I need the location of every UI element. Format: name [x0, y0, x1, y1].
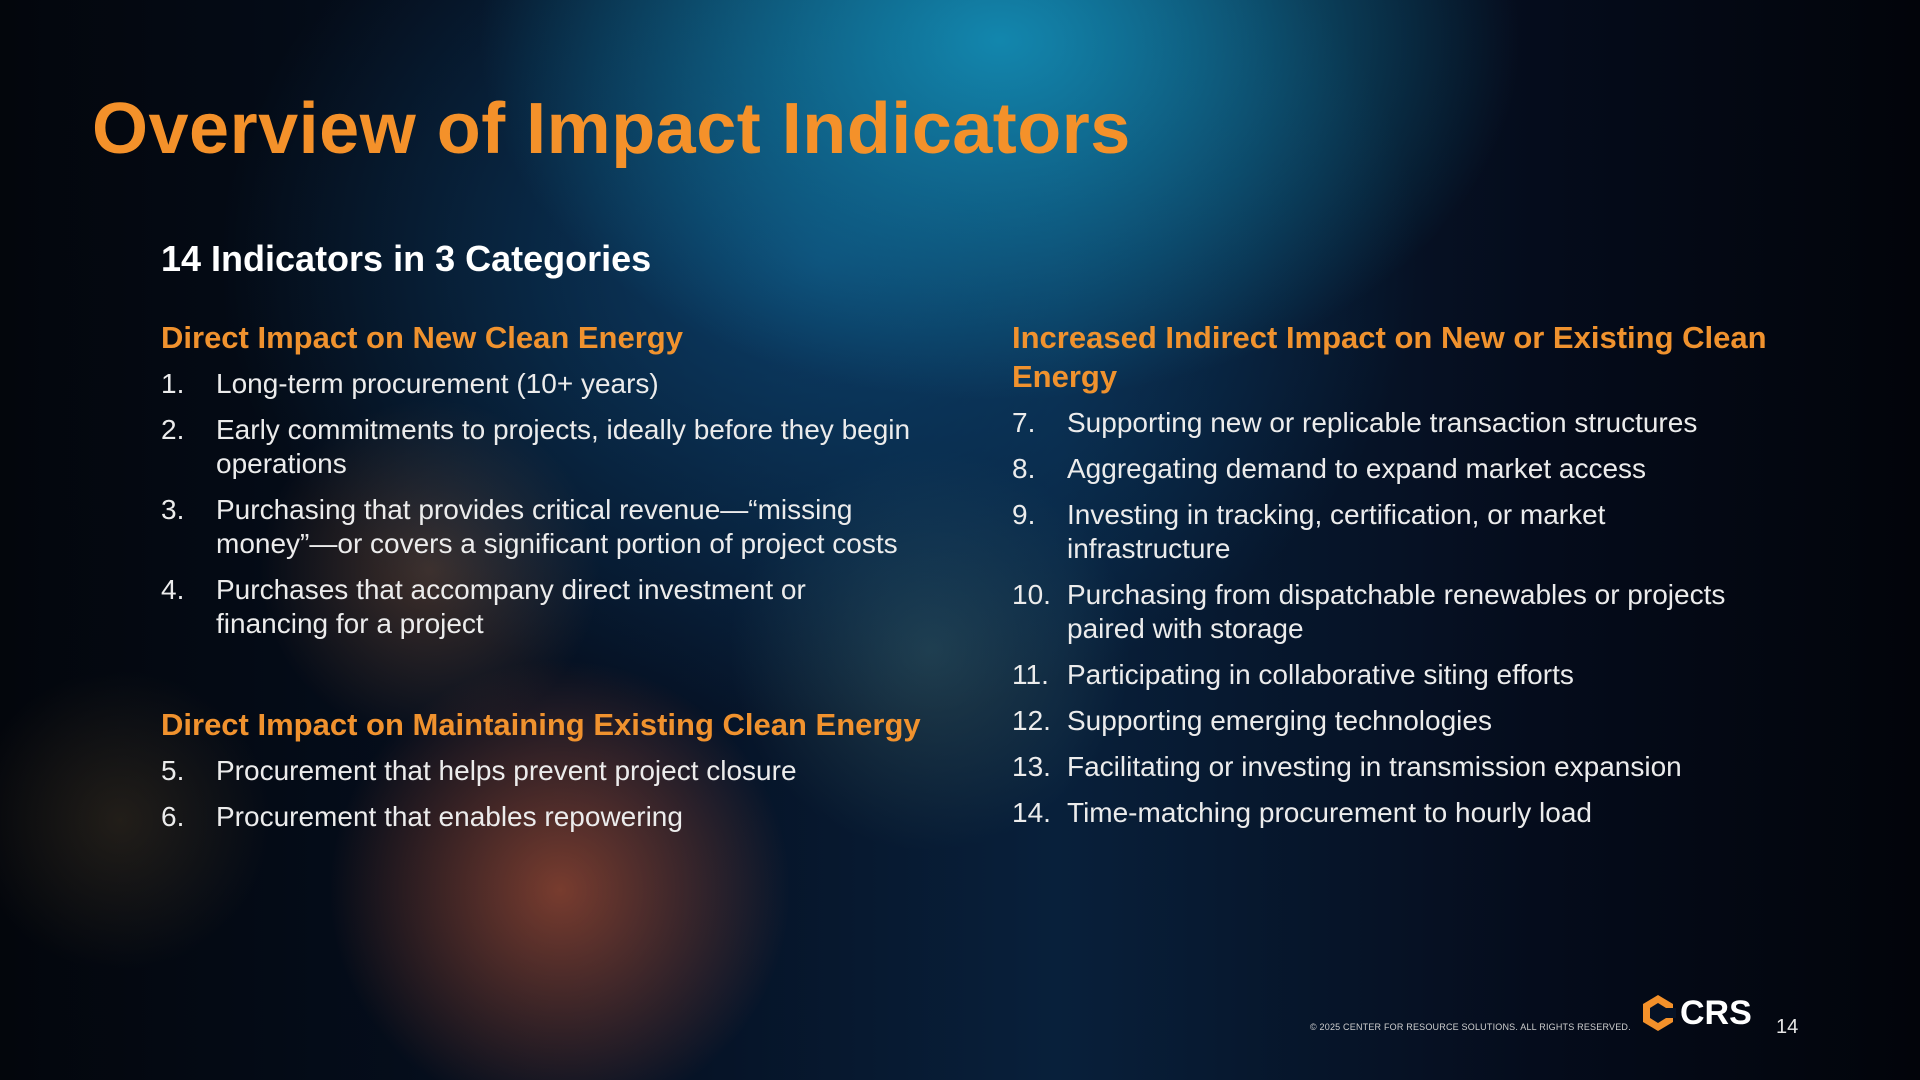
list-item: 3. Purchasing that provides critical reve… — [161, 493, 921, 561]
category-direct-existing: Direct Impact on Maintaining Existing Cl… — [161, 705, 921, 834]
list-item: 4. Purchases that accompany direct invest… — [161, 573, 921, 641]
item-number: 13. — [1012, 751, 1051, 782]
item-text: Early commitments to projects, ideally b… — [216, 414, 911, 479]
item-text: Time-matching procurement to hourly load — [1067, 797, 1592, 828]
list-item: 6. Procurement that enables repowering — [161, 800, 921, 834]
item-text: Supporting emerging technologies — [1067, 705, 1492, 736]
item-text: Supporting new or replicable transaction… — [1067, 407, 1698, 438]
crs-logo-icon — [1643, 995, 1676, 1031]
left-column: Direct Impact on New Clean Energy 1. Long… — [161, 318, 921, 846]
item-number: 9. — [1012, 499, 1036, 530]
item-text: Procurement that helps prevent project c… — [216, 755, 797, 786]
page-number: 14 — [1776, 1016, 1799, 1038]
category-indirect: Increased Indirect Impact on New or Exis… — [1012, 318, 1772, 830]
list-item: 1. Long-term procurement (10+ years) — [161, 367, 921, 401]
indicator-list: 1. Long-term procurement (10+ years) 2. Ea… — [161, 367, 921, 641]
category-title: Direct Impact on New Clean Energy — [161, 320, 683, 355]
item-text: Purchases that accompany direct investme… — [216, 574, 806, 639]
item-text: Procurement that enables repowering — [216, 801, 683, 832]
list-item: 10. Purchasing from dispatchable renewabl… — [1012, 578, 1772, 646]
right-column: Increased Indirect Impact on New or Exis… — [1012, 318, 1772, 842]
list-item: 13. Facilitating or investing in transmis… — [1012, 750, 1772, 784]
list-item: 5. Procurement that helps prevent project… — [161, 754, 921, 788]
category-title: Increased Indirect Impact on New or Exis… — [1012, 320, 1767, 394]
indicator-list: 7. Supporting new or replicable transacti… — [1012, 406, 1772, 830]
item-text: Facilitating or investing in transmissio… — [1067, 751, 1682, 782]
item-text: Purchasing that provides critical revenu… — [216, 494, 898, 559]
slide-subtitle: 14 Indicators in 3 Categories — [161, 238, 652, 279]
list-item: 7. Supporting new or replicable transacti… — [1012, 406, 1772, 440]
item-number: 7. — [1012, 407, 1036, 438]
item-number: 1. — [161, 368, 185, 399]
item-text: Aggregating demand to expand market acce… — [1067, 453, 1647, 484]
list-item: 12. Supporting emerging technologies — [1012, 704, 1772, 738]
item-text: Purchasing from dispatchable renewables … — [1067, 579, 1726, 644]
category-direct-new: Direct Impact on New Clean Energy 1. Long… — [161, 318, 921, 641]
item-number: 8. — [1012, 453, 1036, 484]
item-number: 2. — [161, 414, 185, 445]
list-item: 11. Participating in collaborative siting… — [1012, 658, 1772, 692]
item-text: Long-term procurement (10+ years) — [216, 368, 659, 399]
indicator-list: 5. Procurement that helps prevent project… — [161, 754, 921, 834]
item-text: Investing in tracking, certification, or… — [1067, 499, 1606, 564]
item-number: 10. — [1012, 579, 1051, 610]
slide-title: Overview of Impact Indicators — [92, 89, 1131, 169]
item-number: 6. — [161, 801, 185, 832]
copyright-notice: © 2025 CENTER FOR RESOURCE SOLUTIONS. AL… — [1310, 1022, 1631, 1032]
item-number: 4. — [161, 574, 185, 605]
crs-logo-text: CRS — [1680, 993, 1752, 1032]
crs-logo: CRS — [1640, 993, 1752, 1033]
list-item: 8. Aggregating demand to expand market ac… — [1012, 452, 1772, 486]
item-number: 3. — [161, 494, 185, 525]
category-title: Direct Impact on Maintaining Existing Cl… — [161, 707, 921, 742]
item-number: 5. — [161, 755, 185, 786]
item-text: Participating in collaborative siting ef… — [1067, 659, 1574, 690]
item-number: 12. — [1012, 705, 1051, 736]
list-item: 9. Investing in tracking, certification, … — [1012, 498, 1772, 566]
item-number: 11. — [1012, 659, 1049, 690]
list-item: 14. Time-matching procurement to hourly l… — [1012, 796, 1772, 830]
list-item: 2. Early commitments to projects, ideally… — [161, 413, 921, 481]
item-number: 14. — [1012, 797, 1051, 828]
